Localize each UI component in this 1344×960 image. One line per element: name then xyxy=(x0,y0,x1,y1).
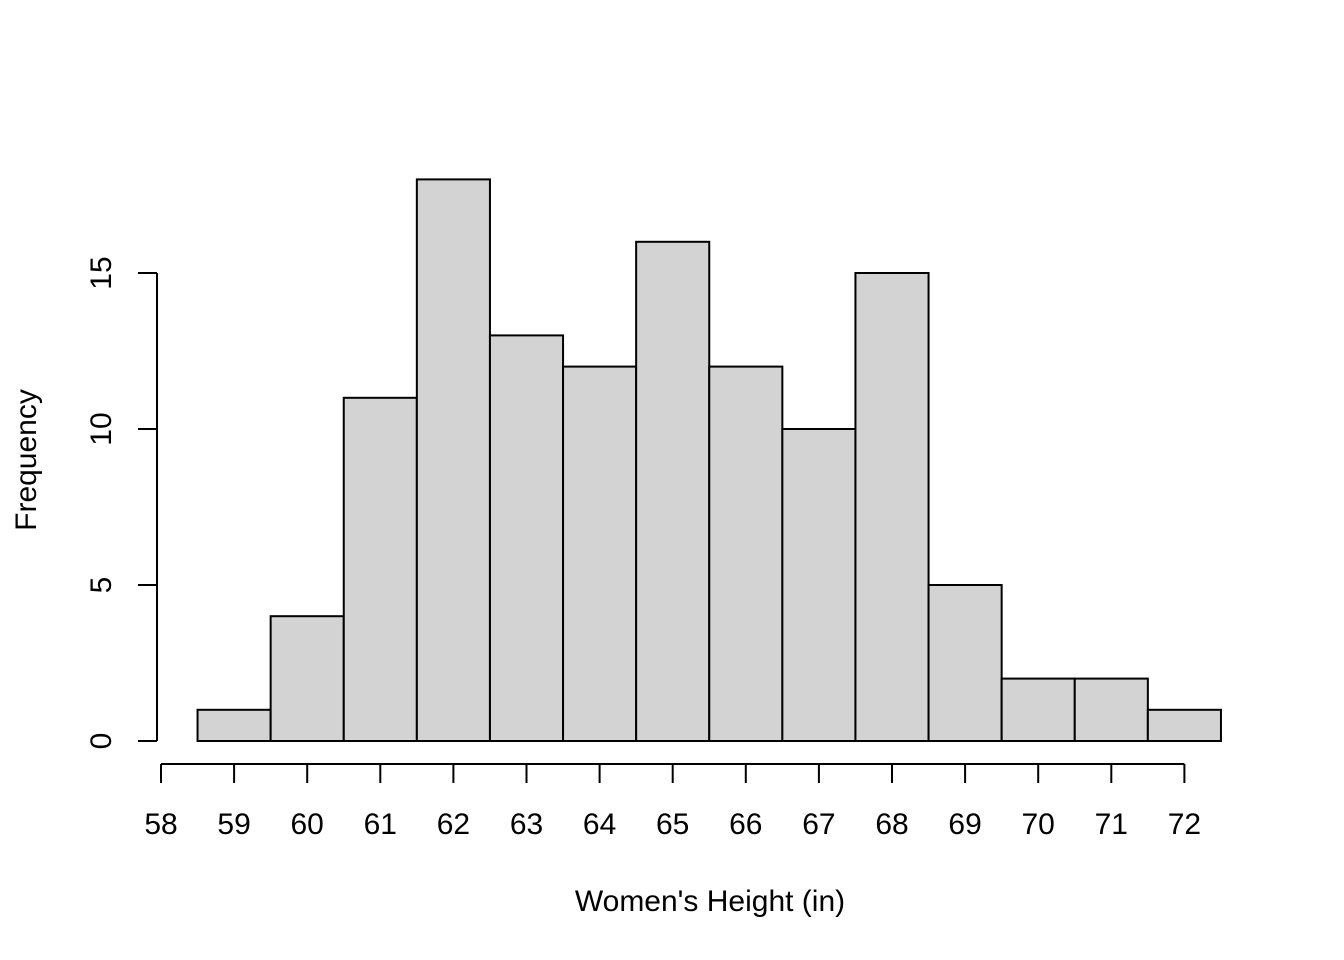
x-tick-label: 72 xyxy=(1168,808,1201,841)
histogram-bar-3 xyxy=(342,396,418,742)
histogram-bar-8 xyxy=(708,365,784,742)
x-tick-label: 61 xyxy=(364,808,397,841)
histogram-bar-12 xyxy=(1000,677,1076,742)
x-tick-label: 59 xyxy=(217,808,250,841)
histogram-bar-11 xyxy=(927,584,1003,742)
x-tick-label: 66 xyxy=(729,808,762,841)
y-axis-title: Frequency xyxy=(10,389,43,531)
x-tick-label: 71 xyxy=(1095,808,1128,841)
histogram-bars xyxy=(196,178,1222,743)
x-axis-title: Women's Height (in) xyxy=(575,885,845,918)
histogram-bar-9 xyxy=(781,428,857,742)
x-tick-label: 68 xyxy=(875,808,908,841)
x-tick-label: 63 xyxy=(510,808,543,841)
x-tick-label: 67 xyxy=(802,808,835,841)
x-tick-label: 64 xyxy=(583,808,616,841)
histogram-bar-2 xyxy=(269,615,345,743)
x-tick-label: 69 xyxy=(948,808,981,841)
x-axis: 58 59 60 61 62 63 64 65 66 67 68 69 70 71 72 xyxy=(144,763,1201,841)
y-axis: 0 5 10 15 xyxy=(85,256,158,750)
y-tick-label: 15 xyxy=(85,256,118,289)
x-tick-label: 65 xyxy=(656,808,689,841)
histogram-bar-14 xyxy=(1146,708,1222,742)
histogram-bar-5 xyxy=(488,334,565,742)
x-tick-label: 58 xyxy=(144,808,177,841)
histogram-bar-7 xyxy=(635,240,711,743)
y-tick-label: 5 xyxy=(85,577,118,594)
x-tick-label: 62 xyxy=(437,808,470,841)
y-tick-label: 0 xyxy=(85,733,118,750)
y-tick-label: 10 xyxy=(85,412,118,445)
histogram-bar-6 xyxy=(562,365,638,742)
histogram-bar-10 xyxy=(854,272,930,742)
x-tick-label: 60 xyxy=(291,808,324,841)
histogram-bar-1 xyxy=(196,708,272,742)
x-tick-label: 70 xyxy=(1022,808,1055,841)
histogram-bar-4 xyxy=(415,178,491,742)
histogram-bar-13 xyxy=(1073,677,1149,742)
